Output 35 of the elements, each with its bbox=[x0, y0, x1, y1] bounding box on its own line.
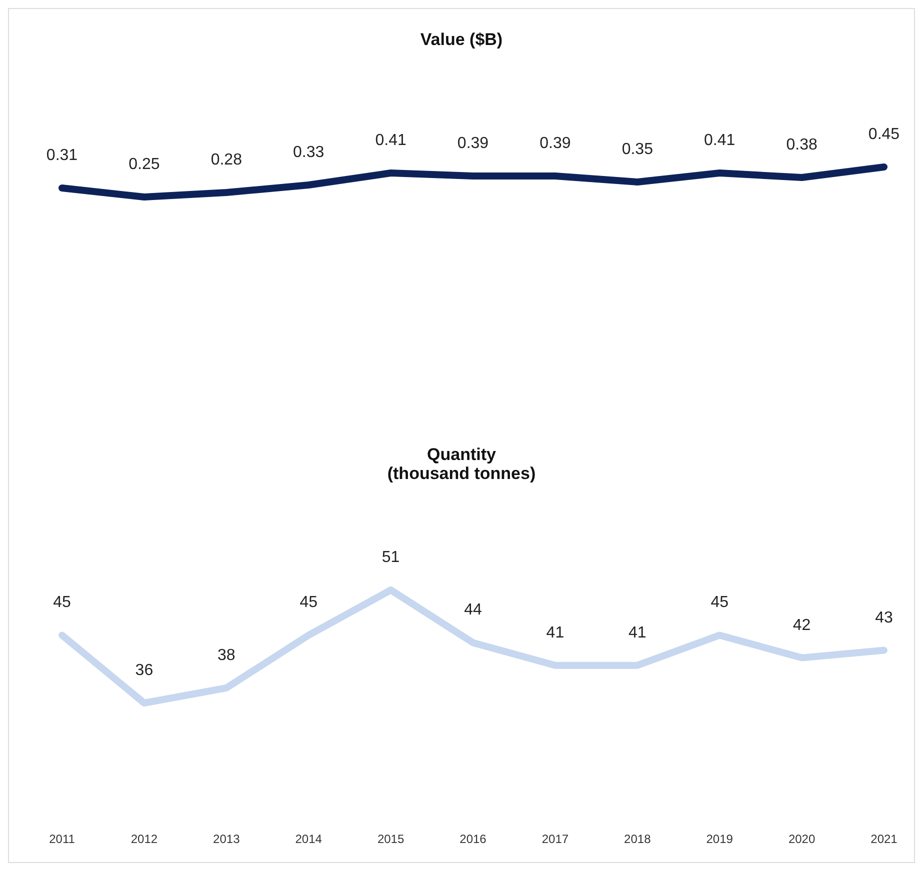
data-label: 41 bbox=[628, 624, 646, 642]
data-label: 0.38 bbox=[786, 136, 818, 154]
data-label: 0.33 bbox=[293, 144, 324, 161]
data-label: 41 bbox=[546, 624, 564, 642]
chart-title: Value ($B) bbox=[420, 30, 503, 49]
data-label: 45 bbox=[300, 594, 318, 612]
x-tick-label: 2017 bbox=[542, 832, 569, 846]
x-tick-label: 2020 bbox=[788, 832, 816, 846]
data-label: 0.41 bbox=[704, 132, 736, 149]
data-label: 51 bbox=[382, 549, 400, 566]
x-tick-label: 2014 bbox=[295, 832, 322, 846]
data-label: 44 bbox=[464, 602, 482, 619]
data-label: 42 bbox=[792, 616, 811, 634]
x-tick-label: 2013 bbox=[213, 832, 240, 846]
x-tick-label: 2018 bbox=[624, 832, 652, 846]
data-label: 43 bbox=[875, 609, 893, 626]
data-label: 0.25 bbox=[128, 156, 160, 173]
data-label: 38 bbox=[218, 646, 236, 664]
x-tick-label: 2011 bbox=[49, 832, 76, 846]
x-tick-label: 2015 bbox=[377, 832, 404, 846]
data-label: 36 bbox=[135, 662, 154, 679]
data-label: 0.31 bbox=[46, 147, 78, 164]
data-label: 0.39 bbox=[540, 135, 571, 152]
data-label: 45 bbox=[53, 594, 71, 612]
x-tick-label: 2019 bbox=[706, 832, 734, 846]
x-tick-label: 2021 bbox=[870, 832, 898, 846]
chart-title: Quantity (thousand tonnes) bbox=[387, 445, 536, 483]
data-label: 0.28 bbox=[210, 152, 242, 168]
data-label: 0.45 bbox=[868, 126, 900, 143]
data-label: 0.35 bbox=[622, 141, 654, 158]
x-tick-label: 2012 bbox=[130, 832, 158, 846]
x-tick-label: 2016 bbox=[460, 832, 487, 846]
data-label: 0.39 bbox=[457, 135, 489, 152]
data-label: 0.41 bbox=[375, 132, 406, 149]
data-label: 45 bbox=[710, 594, 729, 612]
